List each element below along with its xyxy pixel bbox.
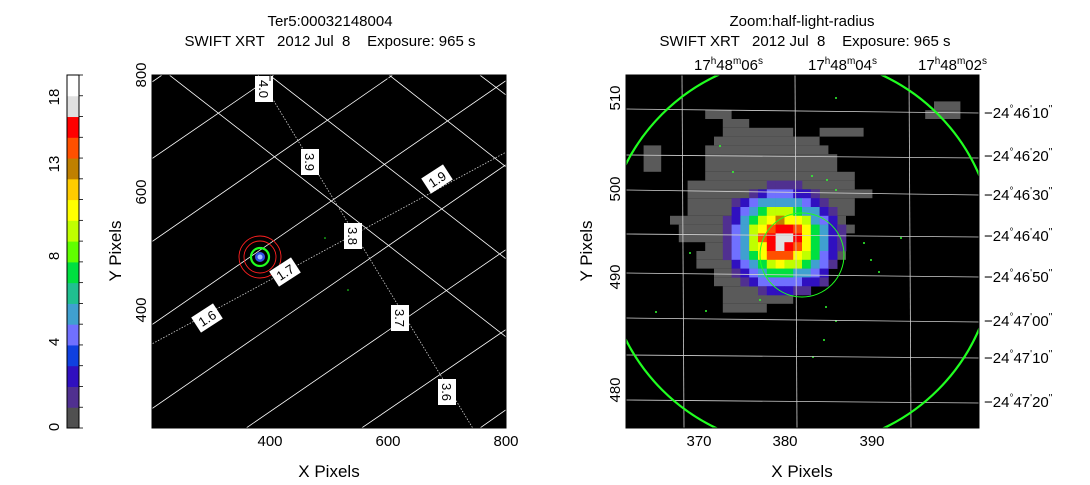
left-coordinate-grid <box>152 75 506 428</box>
grid-label: 3.9 <box>302 153 317 171</box>
colorbar-cell <box>67 365 79 387</box>
right-x-label: X Pixels <box>771 462 832 481</box>
colorbar-tick-label: 18 <box>46 89 63 106</box>
left-y-tick: 400 <box>133 297 150 322</box>
right-x-tick: 380 <box>772 433 797 450</box>
right-x-tick: 370 <box>686 433 711 450</box>
ra-label: 17h48m02s <box>918 56 987 74</box>
grid-label: 4.0 <box>256 80 271 98</box>
colorbar-cell <box>67 75 79 97</box>
dec-label: −24°47'00" <box>984 312 1053 330</box>
zoom-image <box>626 75 979 428</box>
right-y-tick: 510 <box>607 85 624 110</box>
colorbar: 0 4 8 13 18 <box>46 74 83 431</box>
colorbar-ticks <box>79 74 83 429</box>
ra-labels: 17h48m06s 17h48m04s 17h48m02s <box>694 56 987 74</box>
colorbar-cell <box>67 158 79 180</box>
left-image <box>152 75 506 428</box>
right-y-tick: 500 <box>607 176 624 201</box>
right-panel: Zoom:half-light-radius SWIFT XRT 2012 Ju… <box>577 13 1053 481</box>
colorbar-frame <box>66 74 80 429</box>
left-panel: Ter5:00032148004 SWIFT XRT 2012 Jul 8 Ex… <box>106 13 519 481</box>
left-frame <box>151 74 507 429</box>
colorbar-tick-label: 13 <box>46 156 63 173</box>
dec-label: −24°46'10" <box>984 104 1053 122</box>
left-axis-ticks <box>152 75 506 428</box>
grid-label-boxes: 4.0 3.9 1.9 3.8 1.7 1.6 <box>191 76 456 405</box>
colorbar-cell <box>67 199 79 221</box>
colorbar-cell <box>67 324 79 346</box>
right-y-label: Y Pixels <box>577 220 596 281</box>
left-x-tick: 600 <box>375 433 400 450</box>
left-title: Ter5:00032148004 <box>267 13 392 30</box>
colorbar-cell <box>67 116 79 138</box>
zoom-pixels <box>643 101 961 313</box>
dec-labels: −24°46'10" −24°46'20" −24°46'30" −24°46'40"… <box>984 104 1053 411</box>
left-y-tick: 800 <box>133 62 150 87</box>
dec-label: −24°46'40" <box>984 227 1053 245</box>
colorbar-cell <box>67 386 79 408</box>
photon-dots <box>655 97 902 358</box>
dec-label: −24°46'20" <box>984 147 1053 165</box>
grid-label: 3.7 <box>392 309 407 327</box>
colorbar-cell <box>67 241 79 263</box>
ra-label: 17h48m04s <box>808 56 877 74</box>
right-x-tick: 390 <box>859 433 884 450</box>
right-y-tick: 480 <box>607 377 624 402</box>
grid-label: 3.8 <box>345 227 360 245</box>
left-x-tick: 400 <box>257 433 282 450</box>
left-subtitle: SWIFT XRT 2012 Jul 8 Exposure: 965 s <box>185 33 476 50</box>
left-x-label: X Pixels <box>298 462 359 481</box>
left-y-label: Y Pixels <box>106 220 125 281</box>
colorbar-cell <box>67 220 79 242</box>
dec-label: −24°46'50" <box>984 268 1053 286</box>
colorbar-tick-label: 0 <box>46 423 63 431</box>
dec-label: −24°47'10" <box>984 349 1053 367</box>
colorbar-cells <box>67 75 79 429</box>
grid-label: 3.6 <box>439 383 454 401</box>
source-contours <box>238 235 349 291</box>
colorbar-cell <box>67 344 79 367</box>
right-y-tick: 490 <box>607 264 624 289</box>
colorbar-cell <box>67 137 79 159</box>
left-y-tick: 600 <box>133 179 150 204</box>
half-light-radius-circle <box>759 212 845 298</box>
colorbar-cell <box>67 303 79 325</box>
colorbar-cell <box>67 261 79 284</box>
colorbar-tick-label: 8 <box>46 252 63 260</box>
colorbar-cell <box>67 95 79 118</box>
right-frame <box>625 74 980 429</box>
right-coordinate-grid <box>626 75 979 428</box>
left-x-tick: 800 <box>493 433 518 450</box>
colorbar-cell <box>67 407 79 429</box>
colorbar-cell <box>67 282 79 304</box>
colorbar-tick-label: 4 <box>46 338 63 346</box>
right-title: Zoom:half-light-radius <box>729 13 874 30</box>
colorbar-cell <box>67 178 79 201</box>
right-axis-ticks <box>626 97 873 428</box>
dec-label: −24°46'30" <box>984 186 1053 204</box>
ra-label: 17h48m06s <box>694 56 763 74</box>
right-subtitle: SWIFT XRT 2012 Jul 8 Exposure: 965 s <box>660 33 951 50</box>
dec-label: −24°47'20" <box>984 393 1053 411</box>
